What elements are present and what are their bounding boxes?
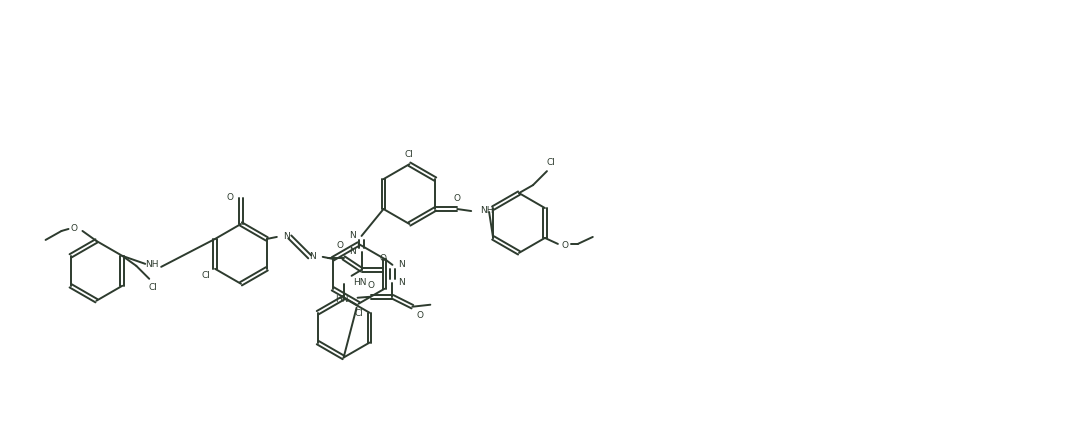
Text: O: O [367,281,374,290]
Text: N: N [284,232,290,241]
Text: O: O [227,193,233,201]
Text: O: O [70,225,78,233]
Text: HN: HN [336,295,349,304]
Text: O: O [337,242,343,250]
Text: Cl: Cl [546,158,556,167]
Text: Cl: Cl [149,283,158,292]
Text: Cl: Cl [405,150,414,159]
Text: N: N [398,260,406,269]
Text: N: N [310,252,316,261]
Text: NH: NH [146,260,159,269]
Text: O: O [380,254,387,263]
Text: N: N [349,232,356,240]
Text: NH: NH [480,205,494,215]
Text: O: O [416,311,424,320]
Text: O: O [561,242,569,250]
Text: N: N [349,247,356,256]
Text: HN: HN [354,278,367,287]
Text: N: N [398,278,406,287]
Text: Cl: Cl [354,309,363,318]
Text: Cl: Cl [202,271,210,280]
Text: O: O [454,194,461,203]
